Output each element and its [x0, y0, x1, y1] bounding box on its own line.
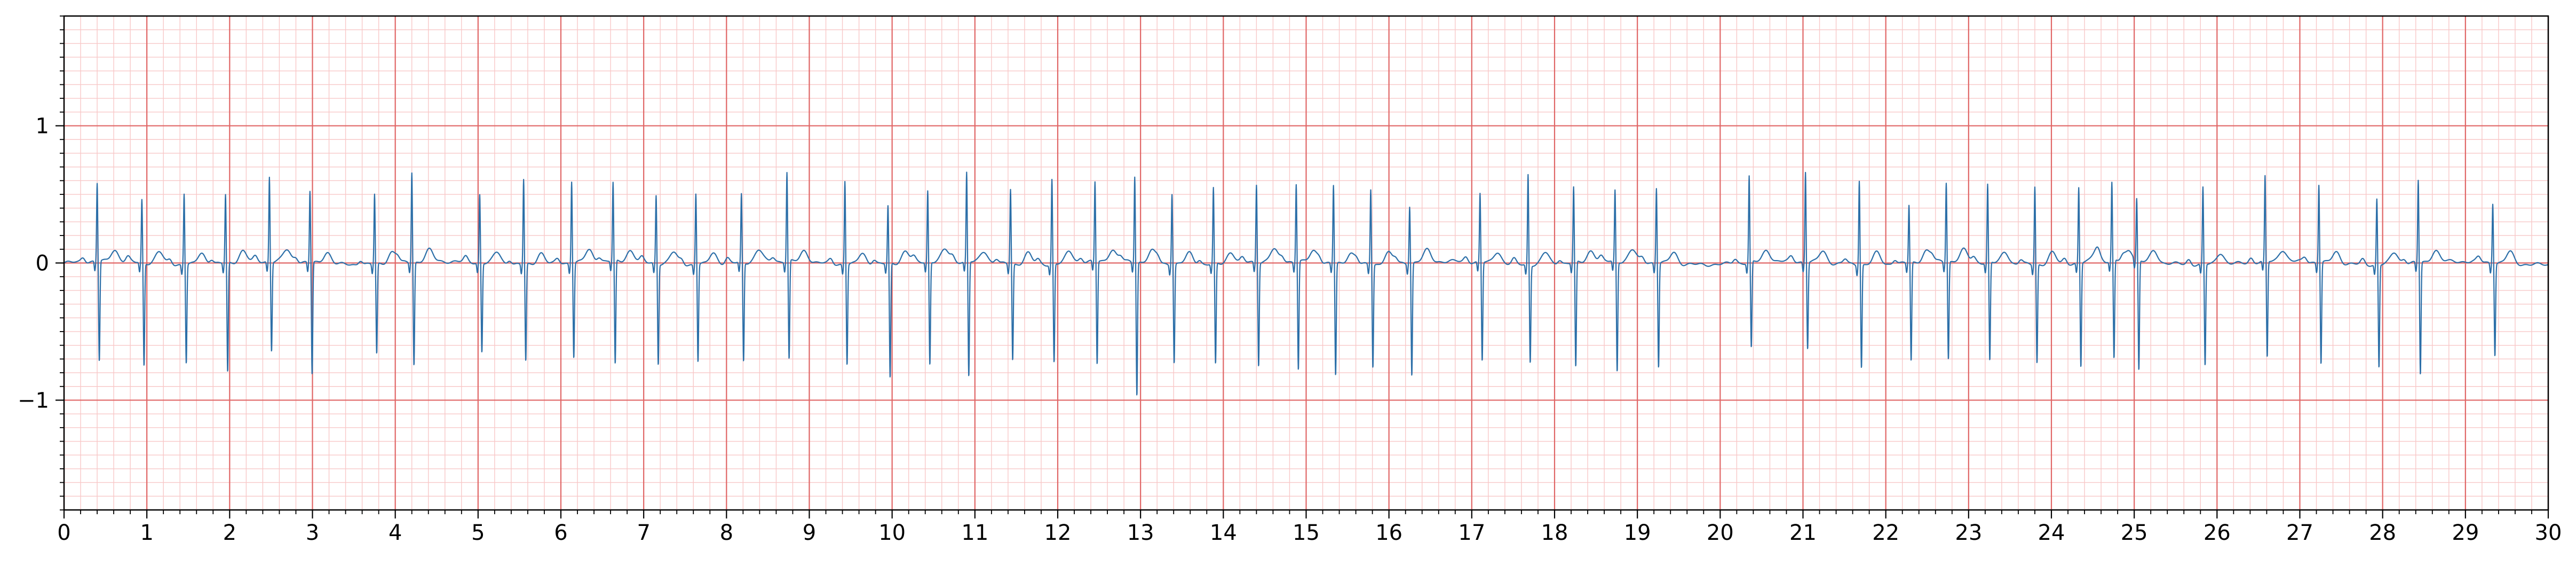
x-tick-label: 11 — [961, 521, 988, 545]
x-tick-label: 26 — [2204, 521, 2231, 545]
x-tick-label: 14 — [1210, 521, 1237, 545]
x-tick-label: 21 — [1789, 521, 1817, 545]
series-layer — [64, 171, 2549, 396]
x-tick-label: 19 — [1624, 521, 1651, 545]
ecg-signal-line — [64, 171, 2549, 396]
x-tick-label: 1 — [140, 521, 153, 545]
y-tick-label: 0 — [36, 251, 49, 276]
x-tick-label: 12 — [1044, 521, 1072, 545]
x-tick-label: 24 — [2038, 521, 2065, 545]
x-tick-label: 8 — [720, 521, 733, 545]
x-tick-label: 17 — [1458, 521, 1485, 545]
x-tick-label: 10 — [878, 521, 906, 545]
x-tick-label: 13 — [1127, 521, 1154, 545]
x-tick-label: 4 — [389, 521, 402, 545]
x-tick-label: 9 — [803, 521, 816, 545]
x-tick-label: 18 — [1541, 521, 1568, 545]
x-tick-label: 16 — [1375, 521, 1402, 545]
x-tick-label: 29 — [2452, 521, 2479, 545]
x-tick-label: 7 — [637, 521, 650, 545]
x-tick-label: 22 — [1872, 521, 1899, 545]
x-tick-label: 6 — [554, 521, 567, 545]
x-tick-label: 23 — [1955, 521, 1982, 545]
x-tick-label: 0 — [57, 521, 70, 545]
y-axis-ticks: −1 0 1 — [18, 15, 64, 510]
x-tick-label: 15 — [1293, 521, 1320, 545]
x-tick-label: 28 — [2369, 521, 2396, 545]
x-tick-label: 5 — [471, 521, 485, 545]
y-tick-label: −1 — [18, 388, 49, 413]
x-tick-label: 3 — [306, 521, 319, 545]
x-axis-ticks: 0 1 2 3 4 5 6 7 8 9 10 11 12 13 14 15 16 17 18 19 20 21 22 23 24… — [57, 510, 2562, 545]
x-tick-label: 27 — [2286, 521, 2313, 545]
x-tick-label: 30 — [2535, 521, 2562, 545]
x-tick-label: 25 — [2121, 521, 2148, 545]
x-tick-label: 2 — [223, 521, 236, 545]
x-tick-label: 20 — [1707, 521, 1734, 545]
y-tick-label: 1 — [36, 114, 49, 139]
